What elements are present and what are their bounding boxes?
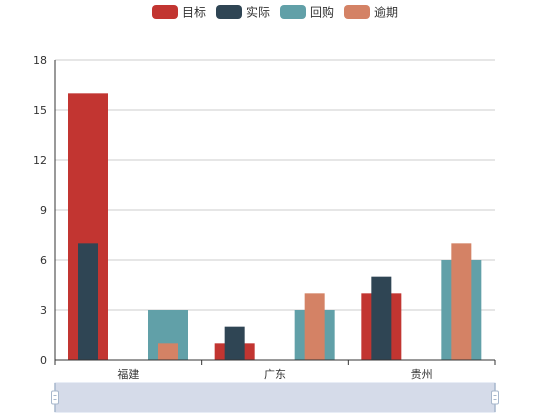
data-zoom-right-handle[interactable]	[491, 383, 499, 412]
x-tick-label: 广东	[264, 368, 286, 381]
data-zoom-slider[interactable]	[51, 382, 499, 413]
y-axis-tick-labels: 0 3 6 9 12 15 18	[33, 54, 47, 367]
legend[interactable]: 目标 实际 回购 逾期	[152, 5, 398, 20]
y-tick-label: 6	[40, 254, 47, 267]
legend-swatch	[344, 5, 370, 19]
handle-grip	[51, 390, 59, 405]
x-axis-tick-labels: 福建 广东 贵州	[117, 367, 432, 381]
y-tick-label: 9	[40, 204, 47, 217]
bar-逾期-福建[interactable]	[158, 343, 178, 360]
legend-label: 回购	[310, 5, 334, 20]
bars	[68, 93, 482, 360]
legend-label: 实际	[246, 5, 270, 20]
legend-label: 逾期	[374, 5, 398, 20]
data-zoom-selection[interactable]	[55, 383, 495, 412]
handle-grip	[491, 390, 499, 405]
legend-label: 目标	[182, 6, 206, 20]
bar-逾期-广东[interactable]	[304, 293, 325, 360]
y-tick-label: 3	[40, 304, 47, 317]
bar-实际-广东[interactable]	[224, 326, 245, 360]
y-tick-label: 12	[33, 154, 47, 167]
legend-swatch	[280, 5, 306, 19]
bar-实际-贵州[interactable]	[371, 276, 392, 360]
x-tick-label: 贵州	[411, 368, 433, 381]
legend-item[interactable]: 逾期	[344, 5, 398, 20]
data-zoom-left-handle[interactable]	[51, 383, 59, 412]
bar-逾期-贵州[interactable]	[451, 243, 472, 360]
legend-item[interactable]: 实际	[216, 5, 270, 20]
y-tick-label: 18	[33, 54, 47, 67]
bar-实际-福建[interactable]	[78, 243, 98, 360]
y-tick-label: 0	[40, 354, 47, 367]
axes	[54, 60, 496, 365]
grid-lines	[55, 59, 495, 311]
legend-swatch	[152, 5, 178, 19]
legend-item[interactable]: 目标	[152, 5, 206, 20]
legend-item[interactable]: 回购	[280, 5, 334, 20]
x-tick-label: 福建	[117, 367, 139, 381]
legend-swatch	[216, 5, 242, 19]
y-tick-label: 15	[33, 104, 47, 117]
